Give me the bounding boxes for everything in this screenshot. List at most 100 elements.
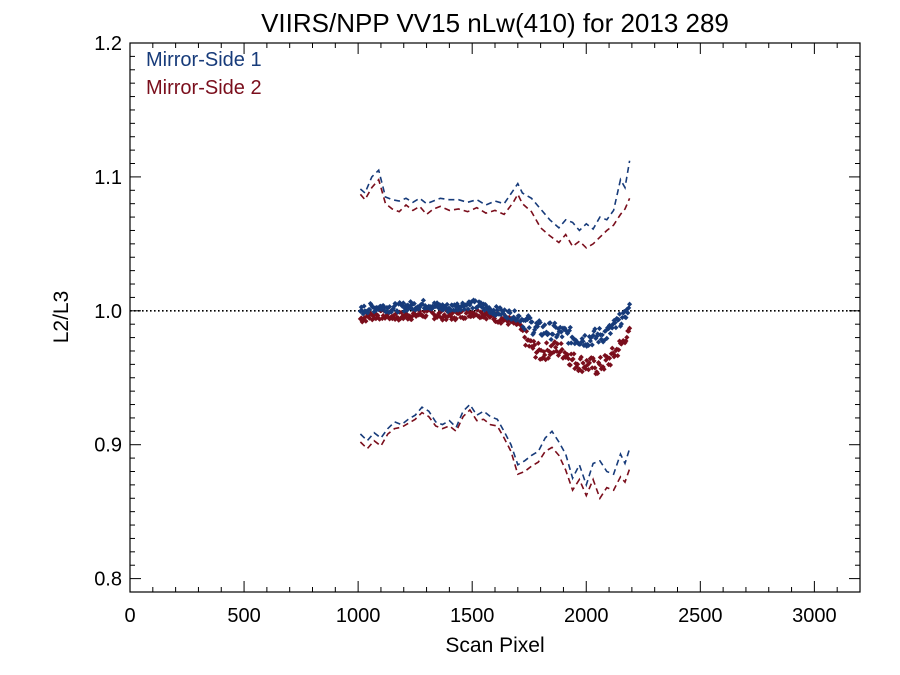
- data-point: [593, 335, 599, 341]
- data-point: [392, 316, 398, 323]
- x-tick-label: 3000: [792, 605, 837, 627]
- data-point: [511, 320, 517, 326]
- data-point: [595, 370, 601, 377]
- data-point: [411, 310, 417, 317]
- x-tick-label: 500: [227, 605, 260, 627]
- data-point: [366, 306, 373, 313]
- data-point: [520, 328, 526, 334]
- data-point: [443, 305, 449, 311]
- legend: Mirror-Side 1 Mirror-Side 2: [146, 49, 262, 99]
- data-point: [498, 320, 504, 326]
- data-point: [609, 325, 615, 331]
- data-point: [438, 314, 444, 320]
- data-point: [422, 303, 428, 309]
- data-point: [456, 310, 462, 317]
- data-point: [535, 340, 541, 346]
- data-point: [622, 340, 628, 346]
- data-point: [505, 321, 511, 327]
- data-point: [451, 302, 457, 308]
- data-point: [577, 356, 583, 362]
- data-point: [532, 327, 538, 333]
- data-point: [375, 312, 381, 318]
- data-point: [557, 349, 563, 355]
- data-point: [395, 309, 401, 315]
- data-point: [526, 343, 532, 349]
- data-point: [579, 369, 585, 375]
- data-point: [462, 315, 468, 321]
- y-axis-title: L2/L3: [50, 291, 73, 344]
- data-point: [408, 316, 415, 323]
- data-point: [550, 331, 556, 337]
- data-point: [565, 340, 572, 346]
- data-point: [406, 315, 412, 321]
- data-point: [551, 349, 557, 355]
- data-point: [400, 300, 406, 306]
- data-point: [606, 326, 612, 332]
- data-point: [360, 311, 366, 317]
- data-point: [589, 342, 595, 348]
- data-point: [623, 315, 629, 321]
- data-point: [626, 325, 633, 331]
- data-point: [520, 324, 526, 330]
- data-point: [606, 322, 613, 328]
- data-point: [540, 324, 546, 330]
- data-point: [478, 300, 484, 306]
- data-point: [506, 308, 512, 314]
- data-point: [604, 335, 610, 341]
- data-point: [523, 328, 530, 334]
- data-point: [537, 319, 543, 326]
- dashed-series-line-5: [359, 408, 631, 501]
- data-point: [545, 355, 551, 361]
- x-axis-title: Scan Pixel: [445, 634, 544, 657]
- data-point: [459, 303, 465, 309]
- data-point: [363, 318, 369, 324]
- data-point: [568, 340, 574, 346]
- data-point: [590, 332, 596, 339]
- data-point: [393, 301, 399, 307]
- data-point: [595, 360, 602, 366]
- data-point: [596, 361, 603, 368]
- data-point: [434, 300, 440, 306]
- data-point: [516, 313, 522, 319]
- data-point: [448, 307, 454, 313]
- data-point: [402, 305, 408, 312]
- data-point: [609, 345, 615, 351]
- data-point: [535, 321, 541, 327]
- data-point: [401, 312, 407, 318]
- x-axis: 0 500 1000 1500 2000 2500 3000: [124, 43, 838, 627]
- data-point: [370, 313, 376, 319]
- data-point: [600, 364, 606, 370]
- data-point: [436, 305, 442, 311]
- data-point: [611, 317, 617, 324]
- data-point: [388, 309, 395, 315]
- data-point: [616, 347, 622, 353]
- data-point: [577, 341, 583, 347]
- data-point: [445, 313, 451, 320]
- data-point: [468, 314, 474, 320]
- data-point: [567, 362, 573, 368]
- data-point: [493, 304, 499, 310]
- data-point: [451, 315, 457, 321]
- data-point: [519, 316, 525, 322]
- data-point: [529, 319, 535, 325]
- data-point: [491, 307, 497, 313]
- data-point: [542, 322, 548, 328]
- y-tick-label: 1.0: [94, 301, 122, 323]
- data-point: [610, 321, 616, 327]
- data-point: [571, 351, 577, 357]
- data-point: [532, 342, 538, 348]
- data-point: [568, 351, 574, 357]
- data-point: [390, 306, 396, 312]
- data-point: [580, 338, 586, 344]
- data-point: [564, 352, 571, 358]
- data-point: [444, 301, 450, 308]
- data-point: [522, 326, 528, 332]
- data-point: [626, 305, 632, 311]
- data-point: [612, 320, 618, 326]
- data-point: [626, 301, 633, 307]
- data-point: [445, 309, 451, 315]
- data-point: [554, 341, 561, 347]
- data-point: [455, 307, 461, 313]
- data-point: [547, 320, 553, 326]
